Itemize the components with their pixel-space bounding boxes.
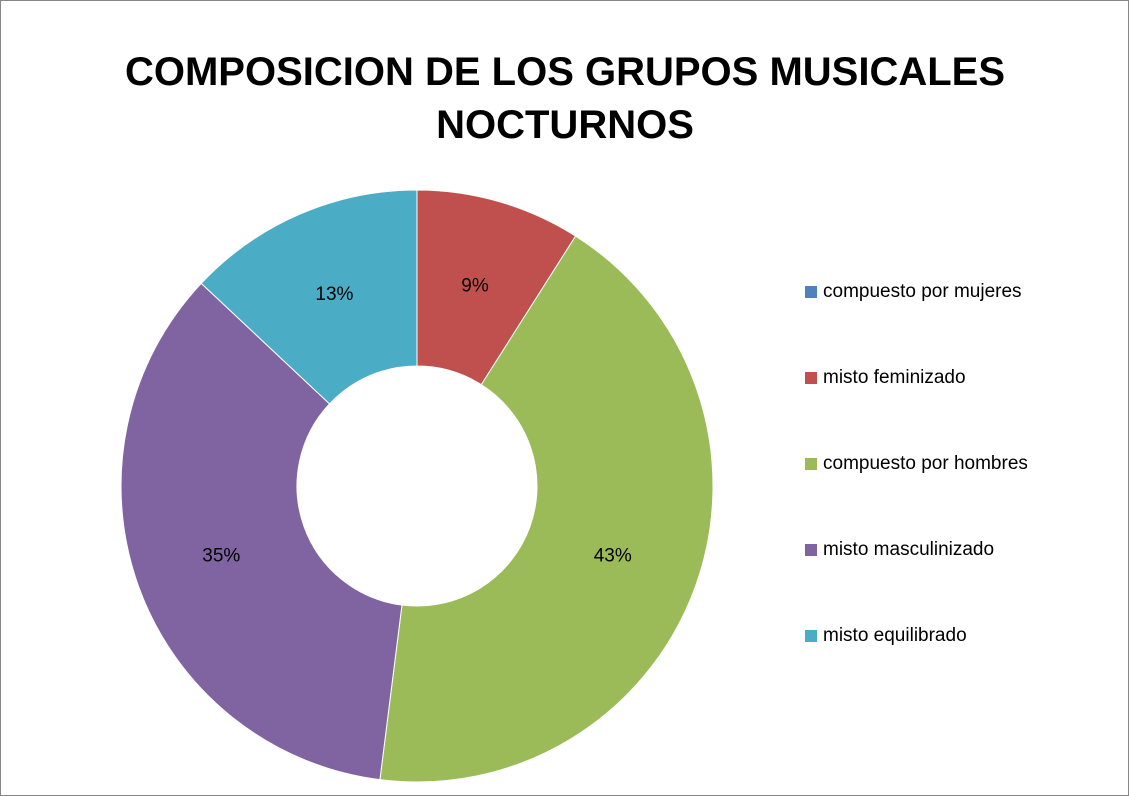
data-label: 13% (315, 284, 353, 305)
donut-segment (120, 282, 403, 781)
donut-segment (379, 235, 714, 783)
legend-swatch (805, 544, 817, 556)
data-label: 35% (202, 545, 240, 566)
legend-swatch (805, 630, 817, 642)
legend-label: misto equilibrado (823, 625, 967, 646)
chart-title: COMPOSICION DE LOS GRUPOS MUSICALES NOCT… (124, 50, 1006, 147)
legend-swatch (805, 458, 817, 470)
legend-swatch (805, 372, 817, 384)
data-label: 9% (461, 275, 489, 296)
legend-label: misto masculinizado (823, 539, 994, 560)
legend-label: compuesto por mujeres (823, 281, 1022, 302)
data-label: 43% (594, 545, 632, 566)
legend-label: compuesto por hombres (823, 453, 1028, 474)
legend-label: misto feminizado (823, 367, 966, 388)
legend-swatch (805, 286, 817, 298)
donut-segment (200, 189, 418, 405)
